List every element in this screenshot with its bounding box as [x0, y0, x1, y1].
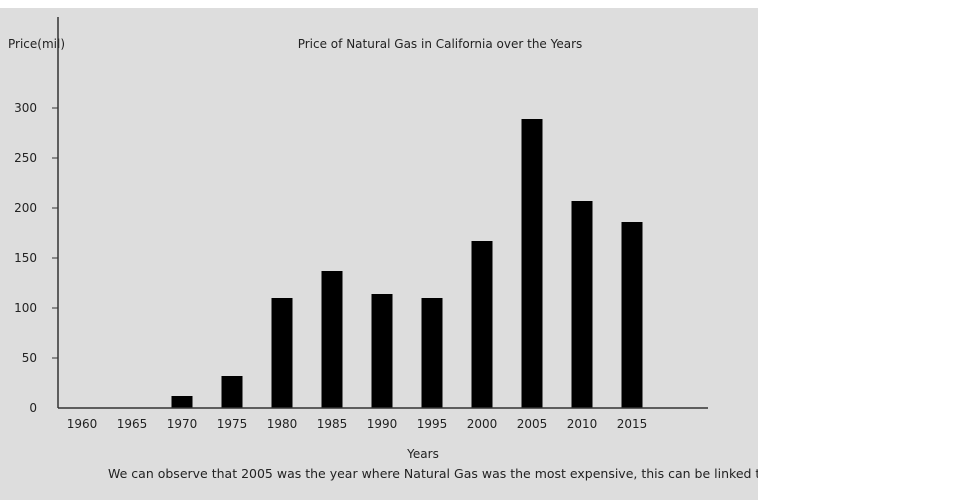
x-tick-label: 2000	[467, 417, 498, 431]
bar-2015	[621, 222, 643, 408]
x-tick-label: 1965	[117, 417, 148, 431]
bar-1970	[171, 396, 193, 408]
y-tick-label: 150	[14, 251, 37, 265]
x-tick-label: 2010	[567, 417, 598, 431]
x-tick-label: 2005	[517, 417, 548, 431]
bar-2000	[471, 241, 493, 408]
chart-title: Price of Natural Gas in California over …	[298, 37, 583, 51]
bar-2005	[521, 119, 543, 408]
x-tick-label: 1975	[217, 417, 248, 431]
y-axis-ticks: 0 50 100 150 200 250 300	[14, 101, 58, 415]
y-tick-label: 0	[29, 401, 37, 415]
x-tick-label: 2015	[617, 417, 648, 431]
bar-2010	[571, 201, 593, 408]
x-tick-label: 1960	[67, 417, 98, 431]
bar-1980	[271, 298, 293, 408]
x-axis-ticks: 1960 1965 1970 1975 1980 1985 1990 1995 2000 2005…	[67, 417, 648, 431]
y-axis-title: Price(mil)	[8, 37, 65, 51]
x-axis-title: Years	[406, 447, 439, 461]
bar-1995	[421, 298, 443, 408]
y-tick-label: 250	[14, 151, 37, 165]
y-tick-label: 200	[14, 201, 37, 215]
bar-series	[171, 119, 643, 408]
y-tick-label: 300	[14, 101, 37, 115]
x-tick-label: 1990	[367, 417, 398, 431]
bar-1985	[321, 271, 343, 408]
x-tick-label: 1970	[167, 417, 198, 431]
chart-caption: We can observe that 2005 was the year wh…	[108, 466, 856, 481]
bar-1990	[371, 294, 393, 408]
x-tick-label: 1985	[317, 417, 348, 431]
x-tick-label: 1980	[267, 417, 298, 431]
y-tick-label: 100	[14, 301, 37, 315]
x-tick-label: 1995	[417, 417, 448, 431]
y-tick-label: 50	[22, 351, 37, 365]
bar-1975	[221, 376, 243, 408]
